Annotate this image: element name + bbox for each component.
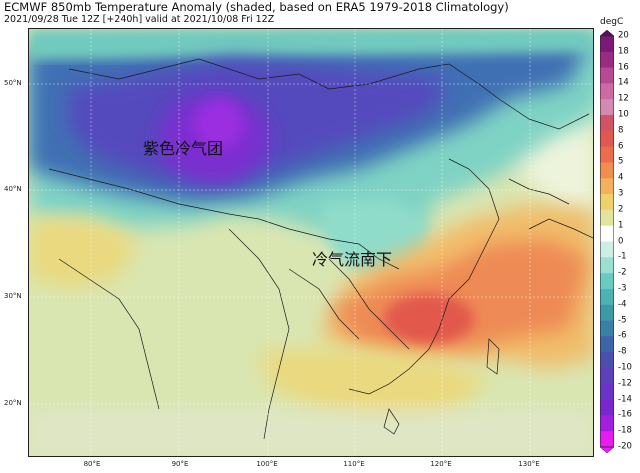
province-line-1 xyxy=(328,258,410,350)
colorbar-band xyxy=(600,99,614,116)
colorbar-band xyxy=(600,115,614,132)
colorbar-band xyxy=(600,241,614,258)
colorbar-band xyxy=(600,273,614,290)
interior-border-1 xyxy=(48,168,400,270)
colorbar-band xyxy=(600,304,614,321)
anomaly-magenta-core xyxy=(194,99,244,149)
colorbar-tick-label: -8 xyxy=(618,346,627,357)
colorbar xyxy=(600,30,614,453)
colorbar-band xyxy=(600,399,614,416)
lat-label-30n: 30°N xyxy=(4,292,22,300)
annotation-cold-air-south: 冷气流南下 xyxy=(312,250,393,269)
taiwan-island xyxy=(486,338,500,375)
lat-label-40n: 40°N xyxy=(4,185,22,193)
colorbar-band xyxy=(600,36,614,53)
colorbar-tick-label: -20 xyxy=(618,441,632,452)
lon-label-90e: 90°E xyxy=(171,460,189,468)
colorbar-tick-label: -5 xyxy=(618,315,627,326)
colorbar-band xyxy=(600,288,614,306)
colorbar-band xyxy=(600,67,614,84)
lon-label-120e: 120°E xyxy=(430,460,452,468)
colorbar-tick-label: 2 xyxy=(618,204,624,215)
colorbar-tick-label: -18 xyxy=(618,425,632,436)
anomaly-yellow-west xyxy=(29,219,139,289)
colorbar-band xyxy=(600,130,614,147)
colorbar-tick-label: 8 xyxy=(618,125,624,136)
colorbar-tick-label: -14 xyxy=(618,394,632,405)
japan-outline xyxy=(528,218,593,239)
colorbar-band xyxy=(600,209,614,226)
colorbar-tick-label: 5 xyxy=(618,156,624,167)
colorbar-tick-label: 14 xyxy=(618,77,629,88)
korea-outline xyxy=(508,178,570,205)
colorbar-tick-label: 0 xyxy=(618,236,624,246)
colorbar-tick-label: -12 xyxy=(618,378,632,389)
anomaly-map xyxy=(28,28,594,457)
colorbar-tick-label: 18 xyxy=(618,46,629,57)
colorbar-band xyxy=(600,336,614,353)
colorbar-band xyxy=(600,83,614,100)
colorbar-band xyxy=(600,352,614,369)
colorbar-tick-label: 1 xyxy=(618,220,624,231)
graticule xyxy=(29,29,593,456)
colorbar-tick-label: 6 xyxy=(618,141,624,152)
coastline-china xyxy=(348,158,500,395)
anomaly-yellow-south xyxy=(259,349,489,419)
hainan-island xyxy=(383,408,400,435)
colorbar-band xyxy=(600,162,614,179)
colorbar-extend-top xyxy=(600,30,614,37)
colorbar-tick-label: 20 xyxy=(618,30,629,41)
colorbar-tick-label: -4 xyxy=(618,299,627,310)
colorbar-tick-label: -1 xyxy=(618,251,627,262)
colorbar-band xyxy=(600,178,614,195)
colorbar-tick-label: -3 xyxy=(618,283,627,294)
lat-label-50n: 50°N xyxy=(4,79,22,87)
colorbar-extend-bottom xyxy=(600,446,614,453)
colorbar-tick-label: 16 xyxy=(618,62,629,73)
colorbar-band xyxy=(600,225,614,242)
colorbar-band xyxy=(600,194,614,211)
colorbar-tick-label: -16 xyxy=(618,409,632,420)
map-title: ECMWF 850mb Temperature Anomaly (shaded,… xyxy=(4,0,509,14)
colorbar-tick-label: -2 xyxy=(618,267,627,278)
colorbar-tick-label: -10 xyxy=(618,362,632,373)
colorbar-band xyxy=(600,320,614,337)
anomaly-neutral-south xyxy=(29,409,593,456)
anomaly-warm-red-core xyxy=(384,294,474,344)
map-canvas xyxy=(29,29,593,456)
colorbar-unit: degC xyxy=(600,17,624,27)
colorbar-band xyxy=(600,415,614,432)
lon-label-100e: 100°E xyxy=(256,460,278,468)
lon-label-80e: 80°E xyxy=(83,460,101,468)
colorbar-tick-label: -6 xyxy=(618,330,627,341)
colorbar-frame xyxy=(600,35,614,448)
colorbar-tick-label: 12 xyxy=(618,93,629,104)
colorbar-band xyxy=(600,146,614,163)
map-subtitle: 2021/09/28 Tue 12Z [+240h] valid at 2021… xyxy=(4,14,275,25)
colorbar-band xyxy=(600,51,614,68)
india-outline xyxy=(58,258,160,410)
colorbar-band xyxy=(600,431,614,448)
lon-label-130e: 130°E xyxy=(518,460,540,468)
annotation-cold-air-mass: 紫色冷气团 xyxy=(143,139,224,158)
interior-border-2 xyxy=(228,228,290,440)
lon-label-110e: 110°E xyxy=(343,460,365,468)
colorbar-tick-label: 10 xyxy=(618,109,629,120)
colorbar-tick-label: 4 xyxy=(618,172,624,183)
province-line-2 xyxy=(288,268,360,340)
colorbar-band xyxy=(600,257,614,274)
colorbar-band xyxy=(600,367,614,385)
lat-label-20n: 20°N xyxy=(4,399,22,407)
colorbar-tick-label: 3 xyxy=(618,188,624,199)
colorbar-band xyxy=(600,383,614,400)
anomaly-top-strip xyxy=(29,29,593,59)
